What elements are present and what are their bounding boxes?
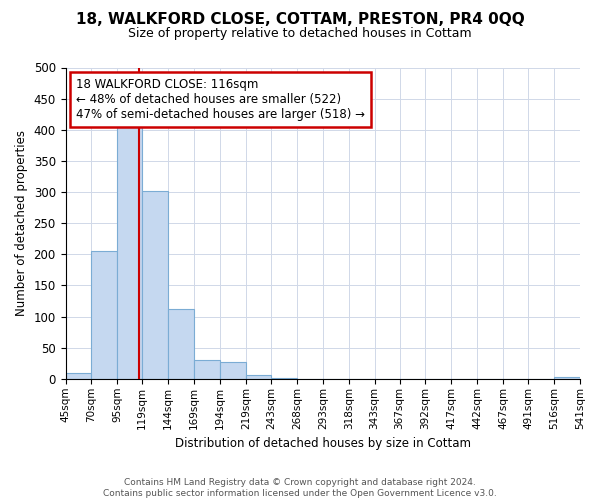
Bar (194, 360, 220, 379)
Text: 18 WALKFORD CLOSE: 116sqm
← 48% of detached houses are smaller (522)
47% of semi: 18 WALKFORD CLOSE: 116sqm ← 48% of detac… (76, 78, 365, 122)
X-axis label: Distribution of detached houses by size in Cottam: Distribution of detached houses by size … (175, 437, 471, 450)
Bar (271, 378, 297, 379)
Bar (246, 375, 271, 379)
Text: Size of property relative to detached houses in Cottam: Size of property relative to detached ho… (128, 28, 472, 40)
Bar (65, 372, 91, 379)
Bar (168, 308, 194, 379)
Y-axis label: Number of detached properties: Number of detached properties (15, 130, 28, 316)
Bar (91, 251, 118, 379)
Text: Contains HM Land Registry data © Crown copyright and database right 2024.
Contai: Contains HM Land Registry data © Crown c… (103, 478, 497, 498)
Bar (118, 126, 142, 379)
Bar (142, 191, 168, 379)
Bar (220, 362, 246, 379)
Bar (554, 377, 580, 379)
Text: 18, WALKFORD CLOSE, COTTAM, PRESTON, PR4 0QQ: 18, WALKFORD CLOSE, COTTAM, PRESTON, PR4… (76, 12, 524, 28)
